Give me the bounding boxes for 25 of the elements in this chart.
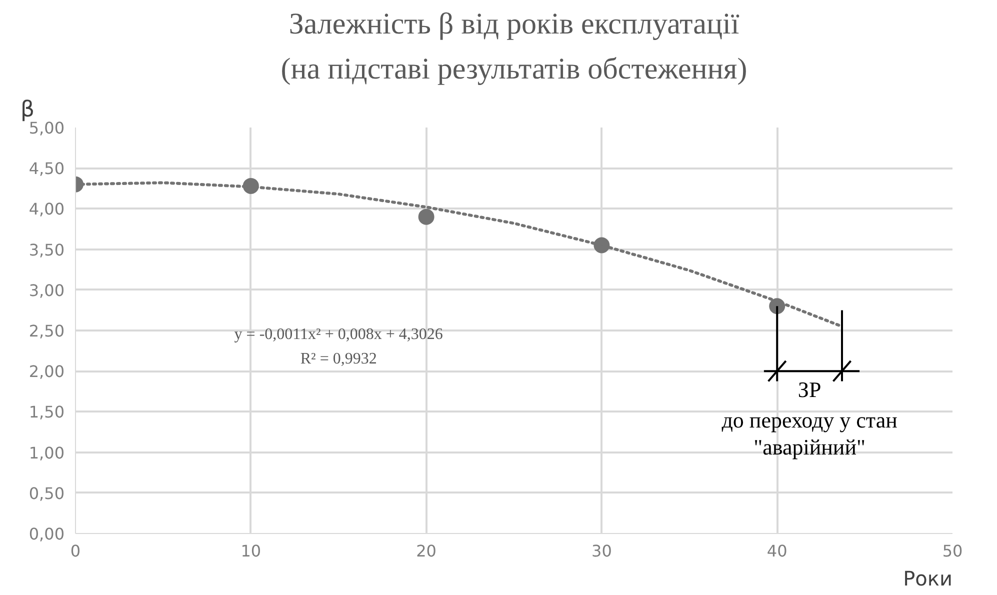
x-tick-label: 0 — [70, 542, 81, 560]
annotation: до переходу у стан — [722, 408, 898, 433]
x-tick-label: 30 — [592, 542, 612, 560]
x-tick-label: 10 — [240, 542, 262, 560]
y-tick-label: 4,00 — [28, 200, 64, 219]
x-axis-title: Роки — [903, 566, 952, 590]
annotation: y = -0,0011x² + 0,008x + 4,3026 — [234, 326, 443, 344]
y-tick-label: 4,50 — [28, 159, 64, 178]
y-tick-label: 0,50 — [28, 484, 64, 503]
y-tick-label: 2,50 — [28, 322, 64, 340]
x-tick-label: 50 — [942, 542, 963, 560]
y-tick-label: 3,00 — [28, 280, 64, 300]
y-tick-label: 3,50 — [28, 240, 64, 260]
x-tick-label: 20 — [416, 542, 436, 560]
y-tick-label: 2,00 — [28, 362, 64, 382]
ref-line-label: ЗР — [798, 377, 822, 402]
y-tick-label: 0,00 — [28, 524, 64, 544]
point — [418, 208, 434, 225]
y-tick-label: 1,00 — [28, 443, 64, 462]
x-tick-label: 40 — [766, 542, 788, 560]
y-tick-label: 1,50 — [28, 402, 64, 422]
annotation: R² = 0,9932 — [300, 350, 377, 368]
annotation: "аварійний" — [754, 434, 866, 460]
chart-title: Залежність β від років експлуатації — [288, 8, 740, 40]
chart-subtitle: (на підставі результатів обстеження) — [280, 52, 748, 86]
